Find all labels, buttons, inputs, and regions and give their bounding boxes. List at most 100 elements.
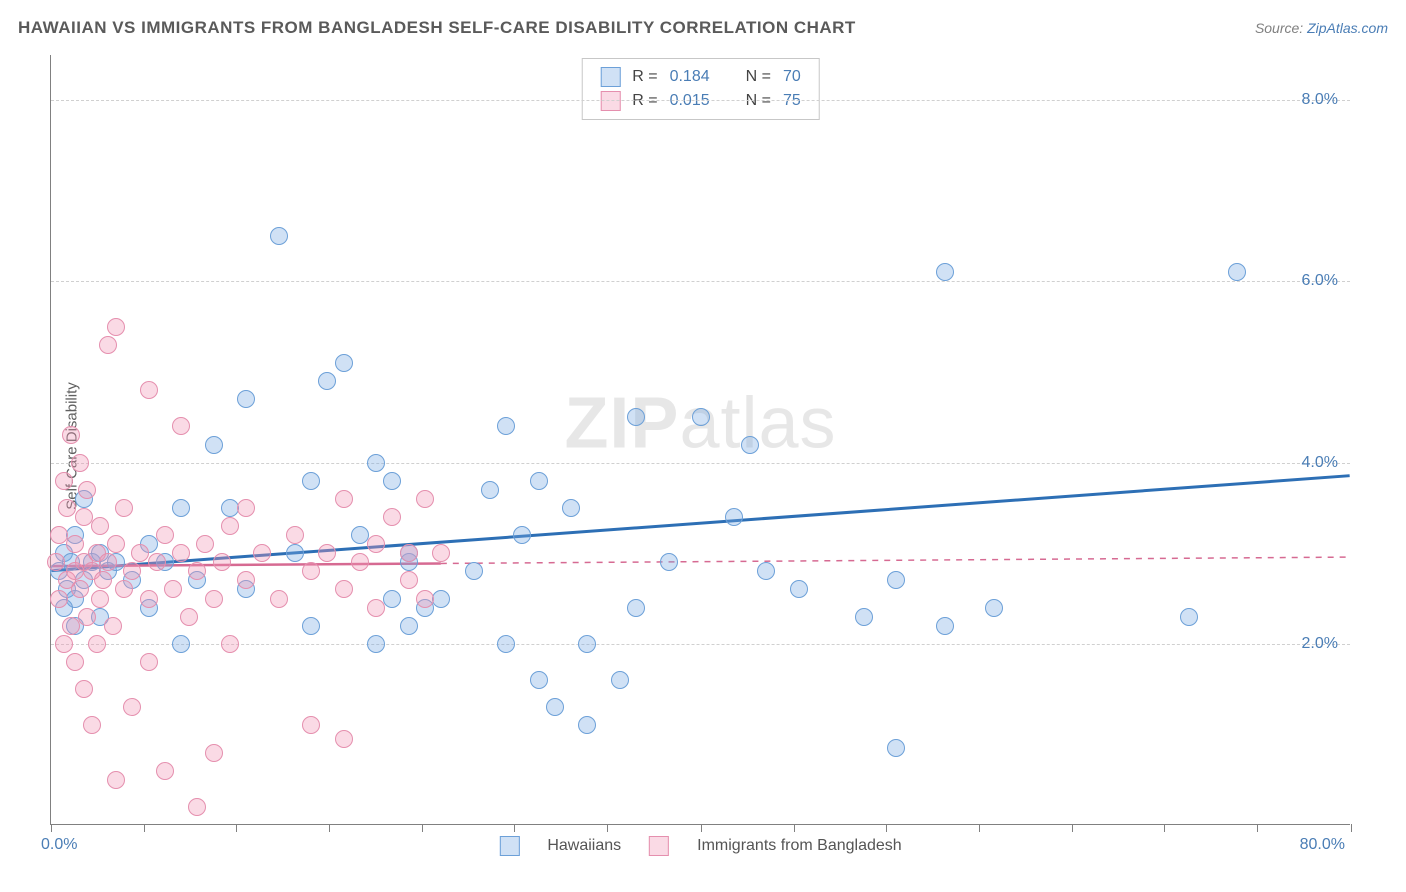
legend-label-hawaiians: Hawaiians: [547, 837, 621, 855]
chart-title: HAWAIIAN VS IMMIGRANTS FROM BANGLADESH S…: [18, 18, 856, 38]
data-point: [172, 635, 190, 653]
x-tick: [236, 824, 237, 832]
data-point: [107, 535, 125, 553]
scatter-plot-area: ZIPatlas R = 0.184 N = 70 R = 0.015 N = …: [50, 55, 1350, 825]
data-point: [286, 544, 304, 562]
data-point: [660, 553, 678, 571]
data-point: [75, 508, 93, 526]
series-legend: Hawaiians Immigrants from Bangladesh: [499, 836, 901, 856]
data-point: [66, 653, 84, 671]
data-point: [131, 544, 149, 562]
data-point: [530, 671, 548, 689]
data-point: [205, 436, 223, 454]
swatch-bangladesh-icon: [649, 836, 669, 856]
x-tick: [1072, 824, 1073, 832]
data-point: [140, 590, 158, 608]
data-point: [62, 617, 80, 635]
x-axis-max-label: 80.0%: [1300, 836, 1345, 854]
n-value-hawaiians: 70: [783, 68, 801, 86]
data-point: [985, 599, 1003, 617]
data-point: [611, 671, 629, 689]
data-point: [335, 580, 353, 598]
data-point: [416, 590, 434, 608]
data-point: [432, 590, 450, 608]
data-point: [855, 608, 873, 626]
data-point: [270, 590, 288, 608]
data-point: [416, 490, 434, 508]
data-point: [75, 680, 93, 698]
x-tick: [144, 824, 145, 832]
data-point: [513, 526, 531, 544]
data-point: [367, 535, 385, 553]
data-point: [196, 535, 214, 553]
data-point: [318, 372, 336, 390]
data-point: [58, 499, 76, 517]
data-point: [221, 517, 239, 535]
data-point: [1180, 608, 1198, 626]
data-point: [71, 580, 89, 598]
data-point: [71, 454, 89, 472]
data-point: [481, 481, 499, 499]
data-point: [497, 417, 515, 435]
data-point: [757, 562, 775, 580]
x-tick: [886, 824, 887, 832]
x-tick: [422, 824, 423, 832]
data-point: [91, 517, 109, 535]
data-point: [237, 571, 255, 589]
data-point: [286, 526, 304, 544]
data-point: [107, 771, 125, 789]
data-point: [936, 263, 954, 281]
data-point: [91, 590, 109, 608]
data-point: [546, 698, 564, 716]
data-point: [140, 653, 158, 671]
data-point: [156, 762, 174, 780]
data-point: [367, 635, 385, 653]
data-point: [55, 472, 73, 490]
grid-line: [51, 281, 1350, 282]
data-point: [83, 716, 101, 734]
trend-lines-svg: [51, 55, 1350, 824]
data-point: [302, 472, 320, 490]
data-point: [66, 535, 84, 553]
x-tick: [1164, 824, 1165, 832]
data-point: [741, 436, 759, 454]
data-point: [400, 544, 418, 562]
data-point: [318, 544, 336, 562]
data-point: [237, 499, 255, 517]
x-tick: [607, 824, 608, 832]
data-point: [156, 526, 174, 544]
data-point: [221, 635, 239, 653]
data-point: [692, 408, 710, 426]
data-point: [790, 580, 808, 598]
x-tick: [329, 824, 330, 832]
data-point: [205, 590, 223, 608]
correlation-legend: R = 0.184 N = 70 R = 0.015 N = 75: [581, 58, 820, 120]
data-point: [115, 499, 133, 517]
data-point: [47, 553, 65, 571]
data-point: [253, 544, 271, 562]
x-tick: [1351, 824, 1352, 832]
data-point: [94, 571, 112, 589]
trend-line-solid: [51, 476, 1349, 571]
x-tick: [794, 824, 795, 832]
data-point: [115, 580, 133, 598]
data-point: [50, 590, 68, 608]
data-point: [148, 553, 166, 571]
data-point: [497, 635, 515, 653]
x-tick: [514, 824, 515, 832]
data-point: [1228, 263, 1246, 281]
data-point: [578, 716, 596, 734]
data-point: [188, 798, 206, 816]
data-point: [140, 381, 158, 399]
source-link[interactable]: ZipAtlas.com: [1307, 20, 1388, 36]
y-tick-label: 4.0%: [1302, 454, 1338, 472]
x-tick: [1257, 824, 1258, 832]
data-point: [302, 617, 320, 635]
data-point: [383, 472, 401, 490]
data-point: [725, 508, 743, 526]
data-point: [180, 608, 198, 626]
n-label: N =: [746, 68, 771, 86]
data-point: [302, 562, 320, 580]
x-tick: [979, 824, 980, 832]
swatch-hawaiians-icon: [499, 836, 519, 856]
